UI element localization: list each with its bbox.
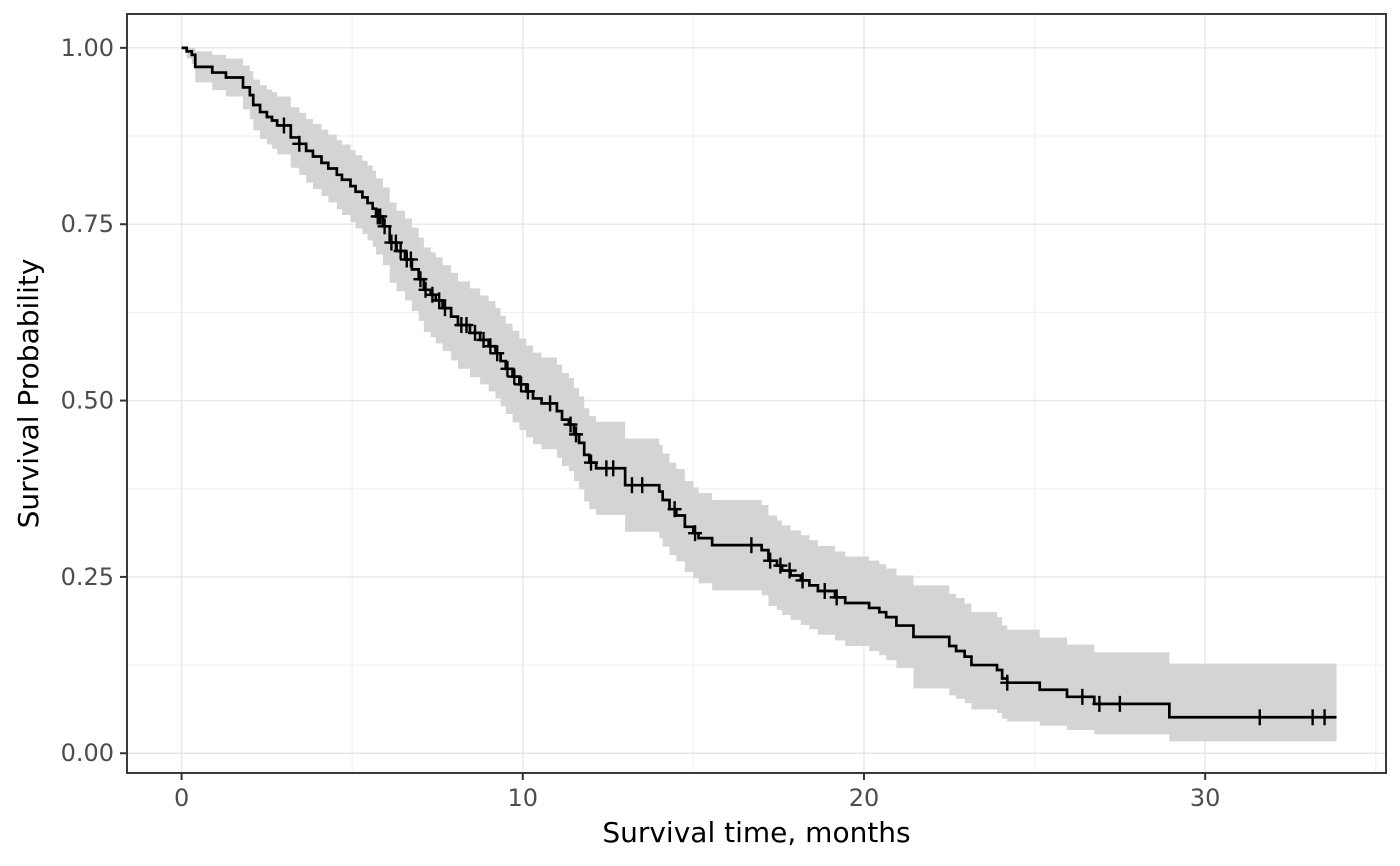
panel-border (126, 13, 1387, 774)
axis-tick-labels: 0 10 20 30 0.00 0.25 0.50 0.75 1.00 (61, 34, 1221, 812)
km-survival-curve (181, 46, 1337, 719)
axis-tick-marks (120, 46, 1207, 780)
svg-text:0.00: 0.00 (61, 739, 114, 767)
y-axis-title: Survival Probability (12, 259, 45, 529)
confidence-ribbon (181, 47, 1337, 742)
svg-text:1.00: 1.00 (61, 34, 114, 62)
censor-marks (276, 117, 1332, 726)
svg-text:0.25: 0.25 (61, 563, 114, 591)
grid-minor-lines (127, 14, 1386, 773)
svg-text:0.75: 0.75 (61, 210, 114, 238)
svg-text:0.50: 0.50 (61, 387, 114, 415)
svg-text:10: 10 (508, 784, 539, 812)
x-axis-title: Survival time, months (602, 816, 910, 849)
svg-text:20: 20 (849, 784, 880, 812)
svg-text:30: 30 (1190, 784, 1221, 812)
svg-text:0: 0 (174, 784, 189, 812)
